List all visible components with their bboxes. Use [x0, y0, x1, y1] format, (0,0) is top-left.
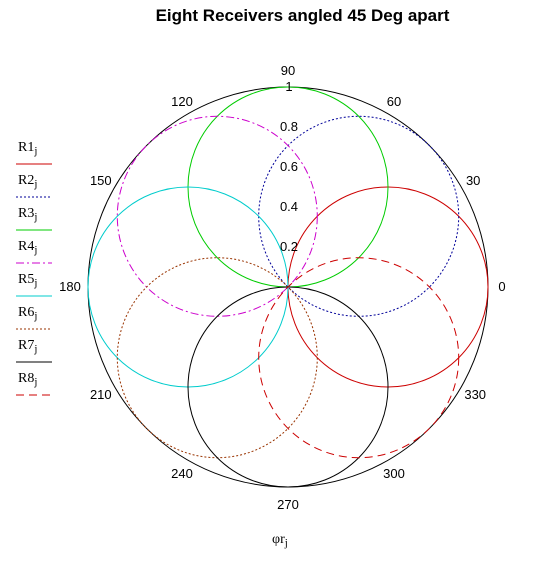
legend-label: R5j: [18, 272, 37, 289]
legend-swatch: [16, 196, 52, 198]
legend-label: R6j: [18, 305, 37, 322]
legend-series-name: R6: [18, 305, 35, 320]
legend-series-name: R3: [18, 206, 35, 221]
legend-series-name: R1: [18, 140, 35, 155]
angle-tick-label-0: 0: [498, 279, 505, 294]
angle-tick-label-300: 300: [383, 466, 405, 481]
angle-tick-label-330: 330: [464, 387, 486, 402]
legend-series-name: R2: [18, 173, 35, 188]
radial-tick-label-0-8: 0.8: [280, 119, 298, 134]
legend-label: R1j: [18, 140, 37, 157]
legend-series-subscript: j: [34, 310, 38, 322]
legend-label: R4j: [18, 239, 37, 256]
legend-label: R2j: [18, 173, 37, 190]
legend-series-subscript: j: [34, 178, 38, 190]
legend-item-r5: R5j: [10, 272, 54, 305]
legend-swatch: [16, 262, 52, 264]
legend-series-name: R7: [18, 338, 35, 353]
radial-tick-label-1: 1: [285, 79, 292, 94]
legend-swatch: [16, 361, 52, 363]
angle-tick-label-120: 120: [171, 94, 193, 109]
series-line-r5: [87, 186, 289, 388]
legend-item-r4: R4j: [10, 239, 54, 272]
radial-tick-label-0-6: 0.6: [280, 159, 298, 174]
angle-tick-label-60: 60: [387, 94, 401, 109]
legend-item-r3: R3j: [10, 206, 54, 239]
radial-tick-label-0-2: 0.2: [280, 239, 298, 254]
legend: R1j R2j R3j R4j R5j R6j R7j R8j: [10, 140, 54, 404]
legend-swatch: [16, 229, 52, 231]
legend-item-r7: R7j: [10, 338, 54, 371]
radial-tick-label-0-4: 0.4: [280, 199, 298, 214]
x-axis-label-subscript: j: [284, 537, 288, 549]
series-line-r8: [258, 257, 460, 459]
angle-tick-label-180: 180: [59, 279, 81, 294]
legend-swatch: [16, 328, 52, 330]
x-axis-label: φrj: [272, 532, 288, 549]
legend-series-subscript: j: [34, 376, 38, 388]
series-line-r3: [187, 86, 389, 288]
series-line-r1: [287, 186, 489, 388]
legend-series-subscript: j: [34, 343, 38, 355]
legend-swatch: [16, 295, 52, 297]
legend-series-name: R5: [18, 272, 35, 287]
legend-item-r6: R6j: [10, 305, 54, 338]
legend-item-r8: R8j: [10, 371, 54, 404]
angle-tick-label-210: 210: [90, 387, 112, 402]
angle-tick-label-150: 150: [90, 173, 112, 188]
chart-title: Eight Receivers angled 45 Deg apart: [155, 6, 450, 25]
legend-item-r1: R1j: [10, 140, 54, 173]
angle-tick-label-90: 90: [281, 63, 295, 78]
legend-series-subscript: j: [34, 244, 38, 256]
legend-series-name: R8: [18, 371, 35, 386]
legend-series-subscript: j: [34, 145, 38, 157]
legend-label: R7j: [18, 338, 37, 355]
legend-label: R8j: [18, 371, 37, 388]
angle-tick-label-240: 240: [171, 466, 193, 481]
series-line-r7: [187, 286, 389, 488]
legend-swatch: [16, 394, 52, 396]
legend-item-r2: R2j: [10, 173, 54, 206]
legend-label: R3j: [18, 206, 37, 223]
legend-series-subscript: j: [34, 277, 38, 289]
legend-series-name: R4: [18, 239, 35, 254]
angle-tick-label-30: 30: [466, 173, 480, 188]
legend-series-subscript: j: [34, 211, 38, 223]
angle-tick-label-270: 270: [277, 497, 299, 512]
x-axis-label-text: φr: [272, 532, 285, 547]
legend-swatch: [16, 163, 52, 165]
